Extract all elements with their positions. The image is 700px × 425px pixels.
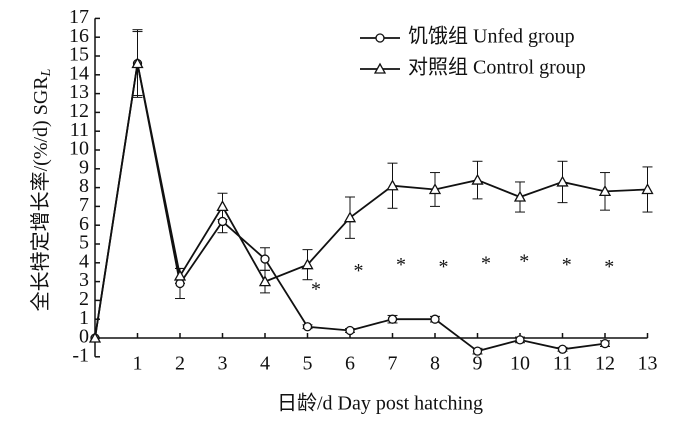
legend-marker	[373, 62, 387, 74]
data-point	[386, 179, 399, 191]
y-tick-label: -1	[72, 344, 89, 366]
significance-mark: *	[481, 252, 491, 274]
y-tick-label: 13	[69, 81, 89, 103]
data-point	[598, 185, 612, 197]
significance-mark: *	[519, 250, 529, 272]
data-point	[343, 211, 357, 223]
x-tick-label: 10	[510, 352, 530, 374]
y-tick-label: 11	[70, 119, 89, 141]
y-tick-label: 10	[69, 138, 89, 160]
x-tick-label: 7	[388, 352, 398, 374]
x-tick-label: 5	[303, 352, 313, 374]
x-tick-label: 4	[260, 352, 270, 374]
data-point	[513, 190, 527, 202]
significance-mark: *	[604, 256, 614, 278]
y-axis-label-sub: L	[39, 68, 54, 77]
y-axis-label-main: 全长特定增长率/(%/d) SGR	[29, 76, 52, 312]
significance-mark: *	[562, 254, 572, 276]
y-tick-label: 3	[79, 269, 89, 291]
y-tick-label: 8	[79, 175, 89, 197]
y-tick-label: 5	[79, 232, 89, 254]
data-point	[216, 200, 229, 212]
significance-mark: *	[396, 254, 406, 276]
x-tick-label: 9	[473, 352, 483, 374]
data-point	[600, 338, 610, 349]
y-tick-label: 16	[69, 25, 89, 47]
data-point	[515, 335, 525, 345]
significance-mark: *	[311, 279, 321, 301]
y-tick-label: 14	[69, 62, 89, 84]
y-tick-label: 7	[79, 194, 89, 216]
legend-label: 饥饿组 Unfed group	[408, 25, 575, 48]
data-point	[387, 314, 398, 324]
data-point	[641, 183, 654, 195]
x-tick-label: 1	[133, 352, 143, 374]
y-axis-label-group: 全长特定增长率/(%/d) SGRL	[29, 68, 55, 311]
y-tick-label: 2	[79, 288, 89, 310]
data-point	[258, 275, 272, 287]
x-tick-label: 6	[345, 352, 355, 374]
x-tick-label: 2	[175, 352, 185, 374]
data-point	[430, 314, 440, 324]
y-tick-label: 15	[69, 44, 89, 66]
data-point	[301, 258, 314, 270]
y-tick-label: 6	[79, 213, 89, 235]
data-point	[173, 269, 187, 281]
data-point	[472, 346, 483, 356]
y-tick-label: 1	[79, 307, 89, 329]
data-point	[471, 173, 484, 185]
y-tick-label: 4	[79, 250, 89, 272]
data-point	[175, 278, 185, 289]
x-axis-label: 日龄/d Day post hatching	[277, 392, 483, 415]
x-tick-label: 11	[553, 352, 572, 374]
data-point	[557, 344, 568, 354]
x-tick-label: 12	[595, 352, 615, 374]
data-point	[345, 325, 355, 336]
y-tick-label: 0	[79, 326, 89, 348]
legend-marker	[375, 33, 385, 43]
significance-mark: *	[354, 260, 364, 282]
data-point	[131, 57, 144, 69]
data-point	[428, 183, 442, 195]
y-tick-label: 12	[69, 100, 89, 122]
data-point	[556, 175, 569, 187]
y-tick-label: 17	[69, 6, 89, 28]
x-tick-label: 13	[638, 352, 658, 374]
series-line	[94, 63, 648, 339]
data-point	[217, 216, 228, 227]
data-point	[302, 322, 313, 332]
y-axis-label: 全长特定增长率/(%/d) SGRL	[29, 68, 55, 311]
x-tick-label: 8	[430, 352, 440, 374]
x-tick-label: 3	[218, 352, 228, 374]
significance-mark: *	[439, 256, 449, 278]
data-point	[88, 331, 102, 343]
legend-label: 对照组 Control group	[408, 56, 586, 79]
y-tick-label: 9	[79, 156, 89, 178]
data-point	[260, 254, 270, 264]
